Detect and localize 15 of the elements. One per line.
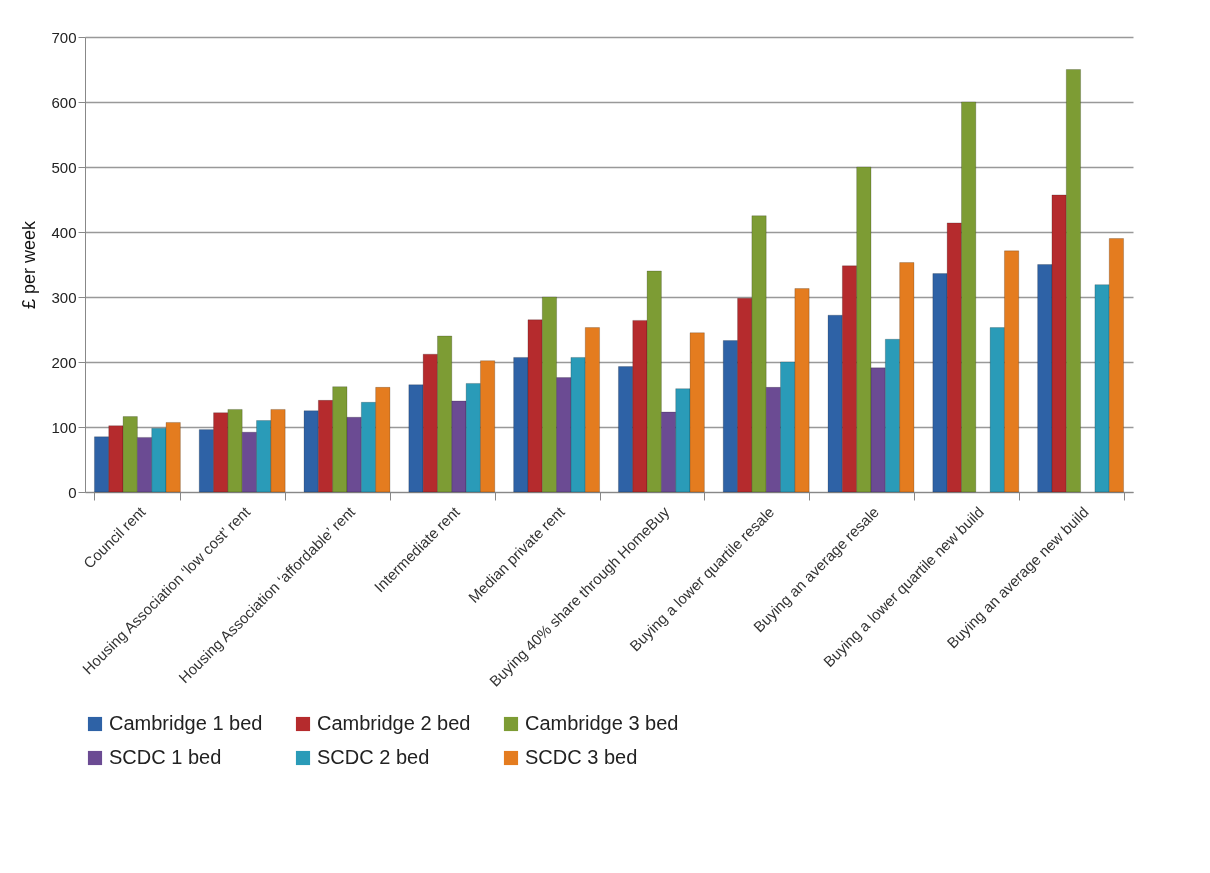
legend-label: SCDC 2 bed (317, 746, 430, 768)
legend-label: Cambridge 2 bed (317, 712, 471, 734)
y-tick-label: 700 (51, 28, 77, 46)
legend-label: Cambridge 3 bed (525, 712, 679, 734)
y-tick-label: 200 (51, 353, 77, 371)
legend-label: SCDC 3 bed (525, 746, 638, 768)
y-tick-label: 100 (51, 418, 77, 436)
y-axis-title: £ per week (19, 219, 40, 310)
y-tick-label: 0 (68, 483, 77, 501)
y-tick-label: 500 (51, 158, 77, 176)
y-tick-label: 400 (51, 223, 77, 241)
legend-label: SCDC 1 bed (109, 746, 222, 768)
legend-label: Cambridge 1 bed (109, 712, 263, 734)
y-tick-label: 300 (51, 288, 77, 306)
y-tick-label: 600 (51, 93, 77, 111)
